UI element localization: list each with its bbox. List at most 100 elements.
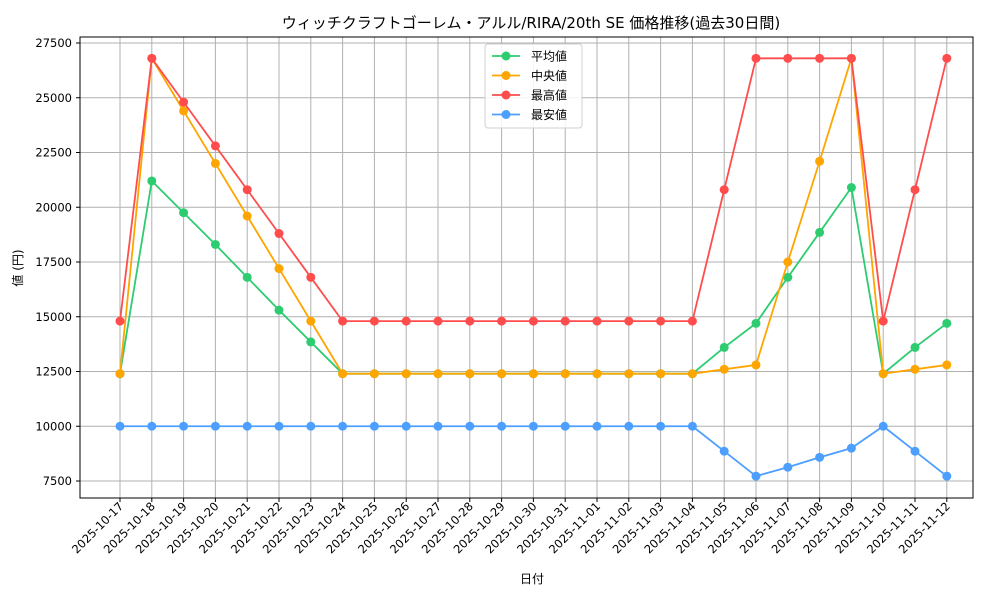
data-point [210,239,220,249]
data-point [846,53,856,63]
data-point [147,421,157,431]
data-point [656,316,666,326]
y-axis-label: 値 (円) [10,249,25,286]
data-point [942,471,952,481]
data-point [274,264,284,274]
data-point [878,316,888,326]
data-point [210,141,220,151]
data-point [242,185,252,195]
y-tick-label: 15000 [35,310,72,324]
data-point [910,446,920,456]
data-point [497,421,507,431]
data-point [656,369,666,379]
data-point [783,272,793,282]
y-tick-label: 7500 [43,474,72,488]
data-point [751,318,761,328]
data-point [719,364,729,374]
data-point [942,53,952,63]
y-tick-label: 25000 [35,91,72,105]
x-axis-ticks: 2025-10-172025-10-182025-10-192025-10-20… [69,498,953,556]
legend-label: 中央値 [531,68,567,83]
data-point [401,369,411,379]
data-point [751,471,761,481]
data-point [179,106,189,116]
data-point [751,53,761,63]
data-point [878,421,888,431]
y-tick-label: 20000 [35,200,72,214]
data-point [592,369,602,379]
data-point [497,369,507,379]
data-point [815,53,825,63]
data-point [274,421,284,431]
data-point [401,316,411,326]
data-point [433,421,443,431]
data-point [592,316,602,326]
data-point [401,421,411,431]
data-point [528,369,538,379]
data-point [147,176,157,186]
data-point [210,158,220,168]
data-point [560,421,570,431]
data-point [910,185,920,195]
data-point [306,316,316,326]
data-point [115,369,125,379]
data-point [369,316,379,326]
data-point [433,369,443,379]
legend-marker-icon [501,71,511,80]
data-point [751,360,761,370]
y-tick-label: 27500 [35,36,72,50]
data-point [815,156,825,166]
data-point [306,421,316,431]
data-point [560,316,570,326]
data-point [242,421,252,431]
data-point [910,364,920,374]
y-tick-label: 12500 [35,365,72,379]
y-tick-label: 17500 [35,255,72,269]
data-point [783,257,793,267]
data-point [783,462,793,472]
data-point [528,316,538,326]
data-point [274,305,284,315]
data-point [465,316,475,326]
data-point [433,316,443,326]
data-point [624,369,634,379]
data-point [687,369,697,379]
data-point [465,421,475,431]
plot-frame [79,36,974,499]
data-point [242,272,252,282]
data-point [942,360,952,370]
data-point [338,316,348,326]
data-point [274,229,284,239]
data-point [846,443,856,453]
data-point [210,421,220,431]
data-point [306,272,316,282]
data-point [624,421,634,431]
data-point [815,227,825,237]
data-point [497,316,507,326]
data-point [687,421,697,431]
data-point [242,211,252,221]
data-point [656,421,666,431]
data-point [369,421,379,431]
data-point [592,421,602,431]
data-point [338,421,348,431]
series-group [115,53,952,481]
legend-label: 平均値 [531,49,567,64]
data-point [910,342,920,352]
data-point [115,316,125,326]
data-point [369,369,379,379]
legend-label: 最安値 [531,107,567,122]
data-point [719,185,729,195]
y-axis-ticks: 7500 10000 12500 15000 17500 20000 22500 25000 2… [35,36,80,488]
legend-marker-icon [501,51,511,61]
y-tick-label: 22500 [35,146,72,160]
data-point [624,316,634,326]
data-point [115,421,125,431]
legend-marker-icon [501,90,511,100]
data-point [179,208,189,218]
data-point [783,53,793,63]
data-point [878,369,888,379]
data-point [179,97,189,107]
